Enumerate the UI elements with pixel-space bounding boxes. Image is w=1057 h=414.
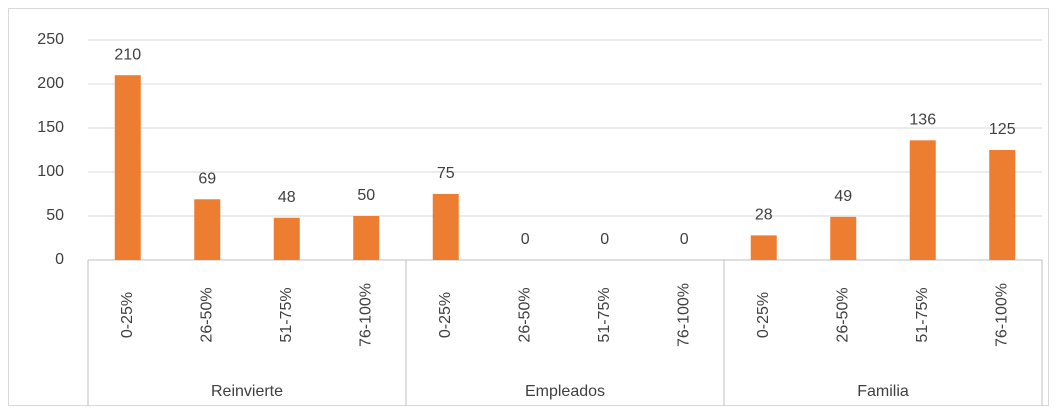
x-tick-label: 26-50%	[834, 287, 851, 342]
x-tick-label: 76-100%	[675, 283, 692, 347]
x-tick-label: 51-75%	[914, 287, 931, 342]
y-tick-label: 250	[37, 31, 64, 48]
group-label: Familia	[857, 383, 909, 400]
data-label: 49	[834, 188, 852, 205]
bar	[194, 199, 221, 260]
chart-border	[8, 8, 1049, 406]
y-tick-label: 150	[37, 119, 64, 136]
x-tick-label: 76-100%	[993, 283, 1010, 347]
data-label: 125	[989, 121, 1016, 138]
x-tick-label: 0-25%	[437, 292, 454, 338]
x-tick-label: 76-100%	[357, 283, 374, 347]
bar	[830, 216, 857, 260]
data-label: 210	[114, 46, 141, 63]
bar	[909, 140, 936, 260]
data-label: 50	[357, 187, 375, 204]
data-label: 0	[680, 231, 689, 248]
x-tick-label: 0-25%	[755, 292, 772, 338]
y-tick-label: 0	[55, 251, 64, 268]
data-label: 28	[755, 207, 773, 224]
x-tick-label: 51-75%	[278, 287, 295, 342]
data-label: 0	[521, 231, 530, 248]
group-label: Empleados	[525, 383, 605, 400]
bar	[114, 75, 141, 260]
group-label: Reinvierte	[211, 383, 283, 400]
x-tick-label: 26-50%	[516, 287, 533, 342]
y-tick-label: 200	[37, 75, 64, 92]
bar	[273, 217, 300, 260]
data-label: 0	[600, 231, 609, 248]
bar	[750, 235, 777, 260]
x-tick-label: 51-75%	[596, 287, 613, 342]
y-tick-label: 50	[46, 207, 64, 224]
data-label: 48	[278, 189, 296, 206]
data-label: 69	[198, 170, 216, 187]
bar	[432, 194, 459, 260]
x-tick-label: 26-50%	[198, 287, 215, 342]
x-tick-label: 0-25%	[119, 292, 136, 338]
data-label: 75	[437, 165, 455, 182]
bar	[353, 216, 380, 260]
y-tick-label: 100	[37, 163, 64, 180]
bar	[989, 150, 1016, 260]
data-label: 136	[909, 112, 936, 129]
